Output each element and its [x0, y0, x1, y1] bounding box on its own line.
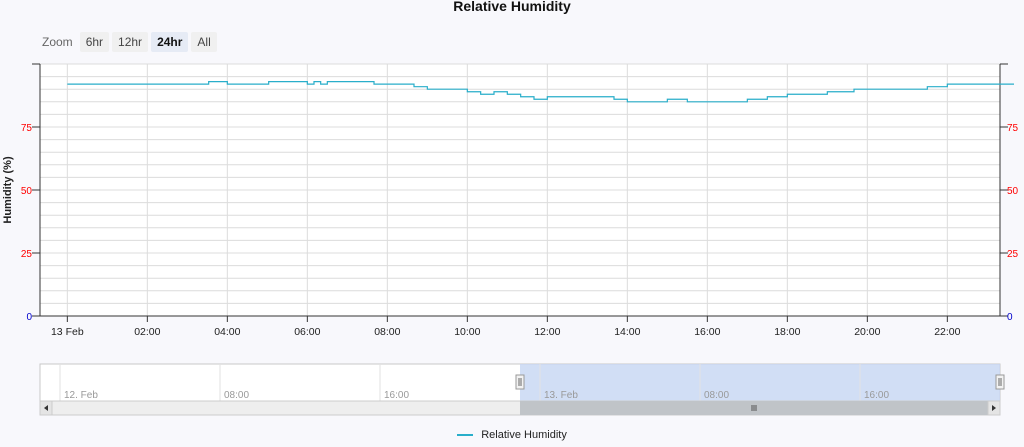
x-tick-label: 22:00	[934, 326, 960, 338]
x-tick-label: 02:00	[134, 326, 160, 338]
navigator-selection	[520, 364, 1000, 401]
zoom-label: Zoom	[42, 35, 73, 49]
chart-title: Relative Humidity	[453, 0, 571, 14]
navigator-label: 12. Feb	[64, 390, 98, 401]
y-tick-label-right: 25	[1007, 249, 1019, 260]
x-tick-label: 06:00	[294, 326, 320, 338]
y-tick-label-right: 50	[1007, 186, 1019, 197]
x-tick-label: 16:00	[694, 326, 720, 338]
navigator-label: 16:00	[384, 390, 409, 401]
navigator-handle[interactable]	[515, 374, 525, 390]
y-tick-label-left: 25	[21, 249, 33, 260]
x-tick-label: 08:00	[374, 326, 400, 338]
x-tick-label: 04:00	[214, 326, 240, 338]
grid	[40, 63, 1000, 317]
zoom-12hr-button[interactable]: 12hr	[112, 32, 149, 52]
legend-line-icon	[457, 434, 474, 437]
zoom-bar: Zoom 6hr 12hr 24hr All	[42, 32, 217, 52]
legend[interactable]: Relative Humidity	[0, 429, 1024, 441]
x-tick-label: 13 Feb	[51, 326, 84, 338]
axes: 0 25 50 75 0 25 50 75 13 Feb 02:00 04:00 06:00 08:00…	[21, 63, 1019, 338]
y-tick-label-left: 0	[26, 312, 32, 323]
y-tick-label-left: 75	[21, 123, 33, 134]
navigator-label: 13. Feb	[544, 390, 578, 401]
y-axis-label: Humidity (%)	[2, 156, 14, 224]
navigator-label: 08:00	[224, 390, 249, 401]
navigator-label: 16:00	[864, 390, 889, 401]
y-tick-label-right: 75	[1007, 123, 1019, 134]
arrow-right-icon	[992, 405, 996, 411]
x-tick-label: 18:00	[774, 326, 800, 338]
arrow-left-icon	[44, 405, 48, 411]
legend-label: Relative Humidity	[481, 429, 567, 441]
x-tick-label: 14:00	[614, 326, 640, 338]
navigator[interactable]: 12. Feb 08:00 16:00 13. Feb 08:00 16:00	[39, 363, 1005, 416]
y-tick-label-right: 0	[1007, 312, 1013, 323]
navigator-label: 08:00	[704, 390, 729, 401]
zoom-all-button[interactable]: All	[191, 32, 217, 52]
navigator-handle[interactable]	[995, 374, 1005, 390]
zoom-6hr-button[interactable]: 6hr	[79, 32, 110, 52]
x-tick-label: 10:00	[454, 326, 480, 338]
series-line-relative-humidity	[67, 81, 1014, 103]
zoom-24hr-button[interactable]: 24hr	[151, 32, 189, 52]
series-layer	[67, 81, 1014, 103]
x-tick-label: 20:00	[854, 326, 880, 338]
x-tick-label: 12:00	[534, 326, 560, 338]
y-tick-label-left: 50	[21, 186, 33, 197]
